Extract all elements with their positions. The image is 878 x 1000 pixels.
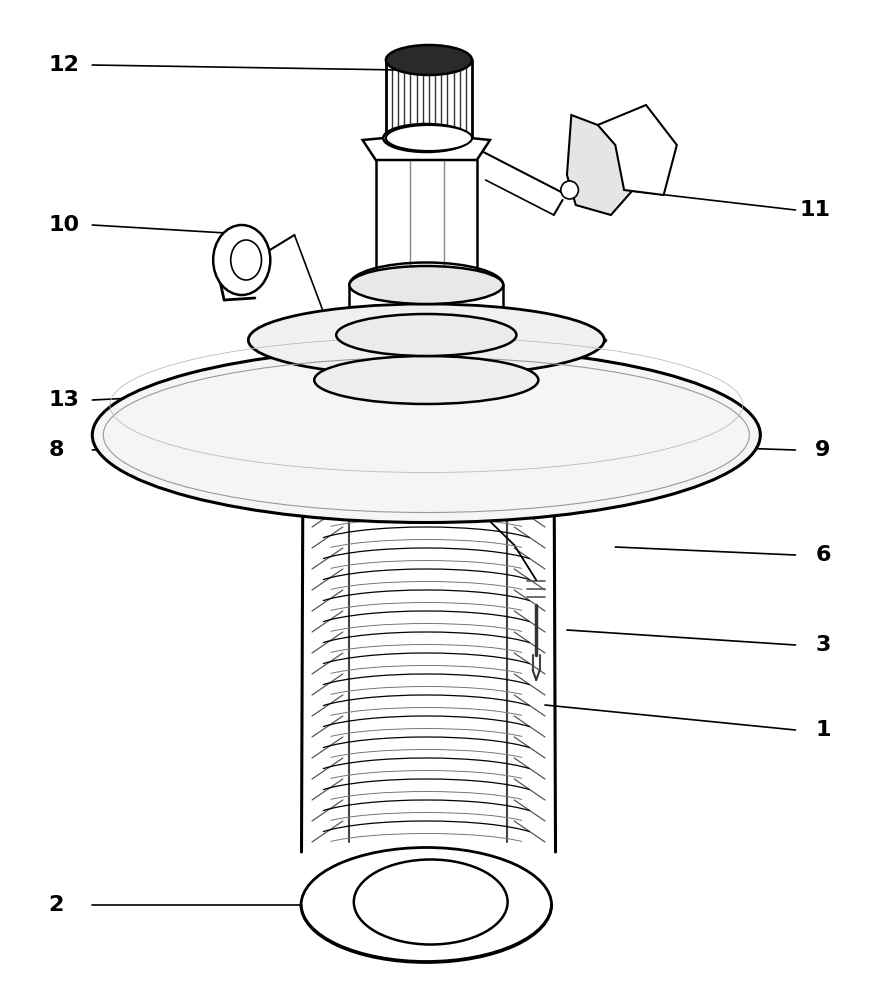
Text: 1: 1 <box>814 720 830 740</box>
Ellipse shape <box>353 859 507 944</box>
Polygon shape <box>597 105 676 195</box>
Ellipse shape <box>300 848 551 962</box>
Ellipse shape <box>92 348 759 522</box>
Polygon shape <box>566 115 637 215</box>
Ellipse shape <box>314 356 537 404</box>
Ellipse shape <box>300 350 551 410</box>
Ellipse shape <box>383 124 469 152</box>
Text: 8: 8 <box>48 440 64 460</box>
Ellipse shape <box>385 125 471 151</box>
Ellipse shape <box>335 314 516 356</box>
Text: 10: 10 <box>48 215 79 235</box>
Ellipse shape <box>230 240 262 280</box>
Text: 3: 3 <box>815 635 830 655</box>
Ellipse shape <box>248 304 604 376</box>
Ellipse shape <box>213 225 270 295</box>
Text: 13: 13 <box>48 390 79 410</box>
Ellipse shape <box>385 45 471 75</box>
Text: 11: 11 <box>799 200 830 220</box>
Text: 6: 6 <box>814 545 830 565</box>
Polygon shape <box>250 340 606 382</box>
Text: 12: 12 <box>48 55 79 75</box>
Ellipse shape <box>349 266 502 304</box>
Text: 9: 9 <box>815 440 830 460</box>
Ellipse shape <box>560 181 578 199</box>
Polygon shape <box>362 138 490 160</box>
Text: 2: 2 <box>48 895 63 915</box>
